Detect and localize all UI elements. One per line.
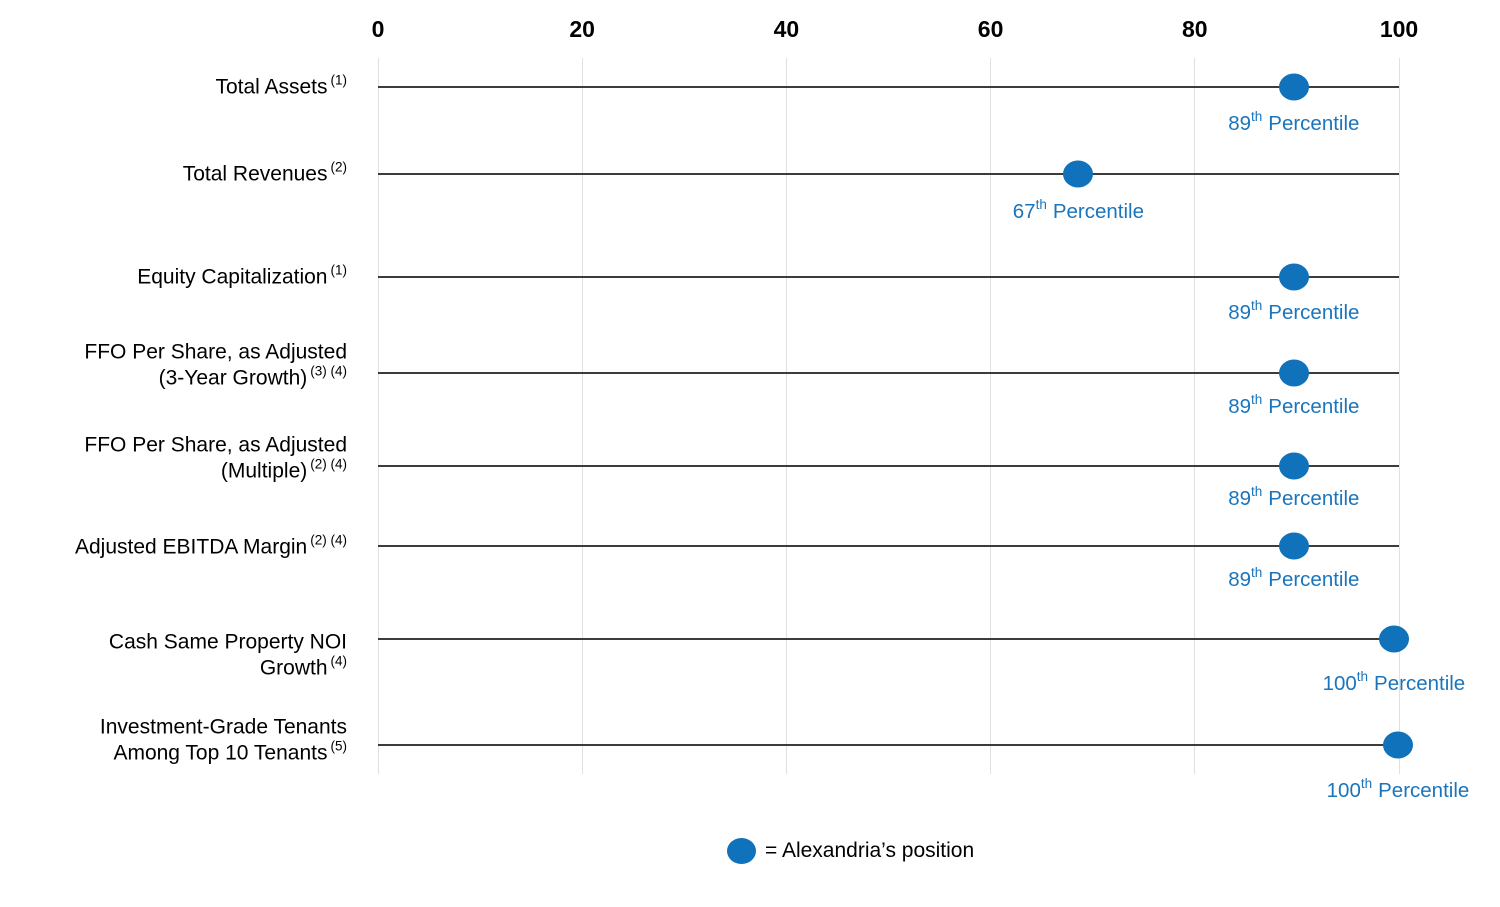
metric-label: Total Assets (1) — [215, 72, 348, 100]
metric-footnote: (2) (4) — [310, 456, 347, 471]
metric-label-text: FFO Per Share, as Adjusted — [84, 433, 347, 457]
percentile-label: 100th Percentile — [1326, 776, 1470, 803]
legend-dot-icon — [727, 838, 756, 864]
data-point-dot — [1382, 731, 1413, 759]
metric-footnote: (2) — [330, 159, 348, 175]
percentile-number: 89 — [1228, 301, 1252, 324]
percentile-word: Percentile — [1268, 301, 1360, 324]
gridline — [1398, 58, 1400, 774]
percentile-ordinal: th — [1360, 776, 1373, 792]
percentile-word: Percentile — [1268, 568, 1360, 591]
metric-label-text: Investment-Grade Tenants — [99, 715, 347, 739]
percentile-word: Percentile — [1052, 200, 1145, 223]
percentile-ordinal: th — [1035, 197, 1047, 213]
metric-axis-line — [378, 276, 1399, 278]
metric-footnote: (3) (4) — [310, 363, 347, 378]
percentile-ordinal: th — [1251, 109, 1263, 125]
axis-tick-label: 40 — [773, 16, 800, 42]
percentile-word: Percentile — [1374, 672, 1466, 695]
percentile-label: 100th Percentile — [1322, 669, 1466, 696]
percentile-word: Percentile — [1268, 112, 1360, 135]
percentile-label: 89th Percentile — [1228, 298, 1360, 325]
legend-label: = Alexandria’s position — [765, 839, 975, 862]
gridline — [1194, 58, 1196, 774]
percentile-number: 89 — [1228, 395, 1252, 418]
metric-label: Total Revenues (2) — [182, 159, 348, 187]
percentile-label: 89th Percentile — [1228, 392, 1360, 419]
metric-label-text: Among Top 10 Tenants — [113, 741, 328, 764]
metric-axis-line — [378, 545, 1399, 547]
percentile-number: 67 — [1012, 200, 1036, 223]
axis-tick-label: 0 — [371, 16, 385, 42]
data-point-dot — [1278, 263, 1309, 291]
metric-label-text: Growth — [259, 656, 328, 679]
metric-label-text: (3-Year Growth) — [158, 366, 308, 389]
gridline — [785, 58, 787, 774]
data-point-dot — [1278, 359, 1309, 387]
metric-axis-line — [378, 465, 1399, 467]
metric-label-text: Total Revenues — [182, 162, 328, 186]
metric-footnote: (2) (4) — [310, 532, 347, 548]
percentile-word: Percentile — [1378, 779, 1470, 802]
gridline — [581, 58, 583, 774]
percentile-ordinal: th — [1356, 669, 1369, 685]
metric-label: Equity Capitalization (1) — [137, 262, 348, 290]
percentile-ordinal: th — [1251, 484, 1263, 500]
percentile-number: 89 — [1228, 112, 1252, 135]
metric-axis-line — [378, 86, 1399, 88]
percentile-label: 89th Percentile — [1228, 484, 1360, 511]
axis-tick-label: 60 — [977, 16, 1004, 42]
percentile-word: Percentile — [1268, 395, 1360, 418]
percentile-word: Percentile — [1268, 487, 1360, 510]
metric-label-text: (Multiple) — [220, 459, 308, 482]
percentile-ordinal: th — [1251, 392, 1263, 408]
metric-label-text: Adjusted EBITDA Margin — [74, 535, 308, 559]
metric-footnote: (1) — [330, 72, 348, 88]
data-point-dot — [1278, 452, 1309, 480]
data-point-dot — [1063, 160, 1094, 188]
data-point-dot — [1378, 625, 1409, 653]
metric-label-text: Total Assets — [215, 75, 328, 99]
metric-footnote: (4) — [330, 653, 348, 668]
metric-axis-line — [378, 638, 1399, 640]
percentile-label: 89th Percentile — [1228, 109, 1360, 136]
percentile-number: 100 — [1322, 672, 1357, 695]
axis-tick-label: 80 — [1182, 16, 1208, 42]
gridline — [377, 58, 379, 774]
metric-axis-line — [378, 372, 1399, 374]
metric-axis-line — [378, 173, 1399, 175]
metric-label: Adjusted EBITDA Margin (2) (4) — [74, 532, 347, 560]
percentile-ordinal: th — [1251, 565, 1263, 581]
legend: = Alexandria’s position — [727, 838, 974, 864]
metric-footnote: (5) — [330, 738, 348, 753]
axis-tick-label: 100 — [1379, 16, 1419, 42]
metric-label: FFO Per Share, as Adjusted (3-Year Growt… — [84, 340, 347, 391]
percentile-label: 89th Percentile — [1228, 565, 1360, 592]
percentile-number: 100 — [1326, 779, 1361, 802]
data-point-dot — [1278, 532, 1309, 560]
metric-label: FFO Per Share, as Adjusted (Multiple) (2)… — [84, 433, 347, 484]
metric-label: Cash Same Property NOI Growth (4) — [109, 630, 347, 681]
metric-footnote: (1) — [330, 262, 348, 278]
metric-label: Investment-Grade Tenants Among Top 10 Te… — [100, 715, 347, 766]
percentile-label: 67th Percentile — [1012, 197, 1145, 224]
data-point-dot — [1278, 73, 1309, 101]
metric-label-text: FFO Per Share, as Adjusted — [84, 340, 347, 364]
metric-label-text: Equity Capitalization — [137, 265, 328, 289]
axis-tick-label: 20 — [569, 16, 595, 42]
percentile-ordinal: th — [1251, 298, 1263, 314]
metric-label-text: Cash Same Property NOI — [108, 630, 347, 654]
percentile-number: 89 — [1228, 568, 1252, 591]
percentile-number: 89 — [1228, 487, 1252, 510]
metric-axis-line — [378, 744, 1399, 746]
gridline — [990, 58, 992, 774]
